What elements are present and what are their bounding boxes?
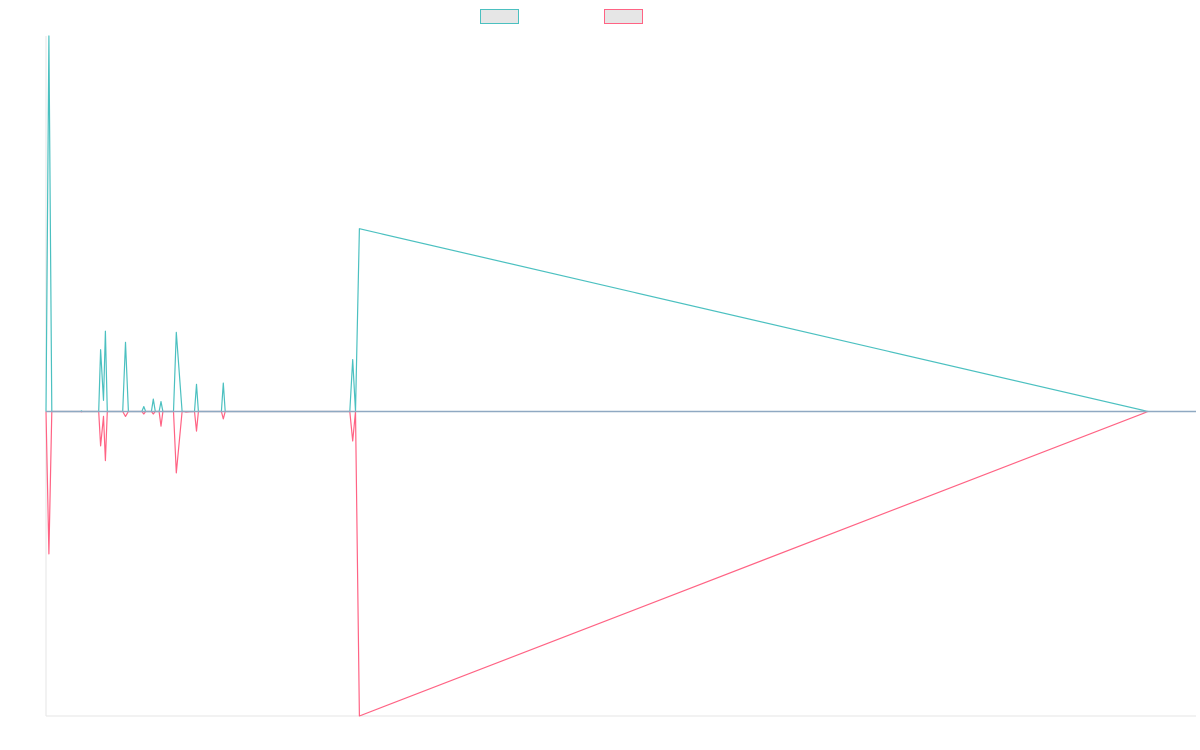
legend — [0, 9, 1200, 27]
series-layer — [45, 35, 1149, 717]
legend-swatch-series-b — [604, 9, 643, 24]
legend-item-series-a[interactable] — [480, 9, 525, 24]
legend-item-series-b[interactable] — [604, 9, 649, 24]
series-line-a — [45, 35, 1149, 413]
legend-swatch-series-a — [480, 9, 519, 24]
series-line-b — [45, 410, 1149, 717]
